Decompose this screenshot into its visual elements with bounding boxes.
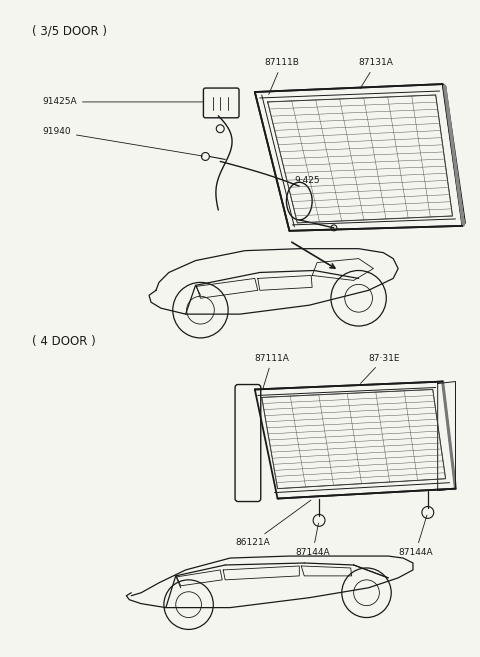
Text: ( 4 DOOR ): ( 4 DOOR ) [33, 335, 96, 348]
Text: 87144A: 87144A [295, 523, 330, 557]
FancyBboxPatch shape [235, 384, 261, 501]
Text: 91940: 91940 [42, 127, 203, 156]
Text: 91425A: 91425A [42, 97, 203, 106]
Text: 87·31E: 87·31E [360, 353, 400, 384]
Text: 87111A: 87111A [255, 353, 290, 390]
Text: 9·425: 9·425 [294, 176, 320, 185]
Text: 87111B: 87111B [264, 58, 300, 95]
Text: 87131A: 87131A [359, 58, 394, 89]
Text: 87144A: 87144A [398, 515, 433, 557]
Ellipse shape [287, 182, 312, 220]
Text: 86121A: 86121A [235, 500, 311, 547]
FancyBboxPatch shape [204, 88, 239, 118]
Text: ( 3/5 DOOR ): ( 3/5 DOOR ) [33, 24, 108, 37]
